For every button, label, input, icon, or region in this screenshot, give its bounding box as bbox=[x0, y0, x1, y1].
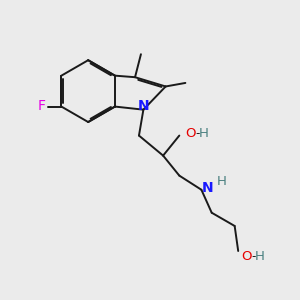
Text: H: H bbox=[254, 250, 264, 263]
Text: -: - bbox=[195, 127, 200, 140]
Text: N: N bbox=[138, 99, 149, 113]
Text: O: O bbox=[185, 127, 196, 140]
Text: O: O bbox=[241, 250, 252, 263]
Text: H: H bbox=[217, 175, 226, 188]
Text: N: N bbox=[202, 181, 213, 195]
Text: F: F bbox=[38, 99, 46, 113]
Text: H: H bbox=[199, 127, 208, 140]
Text: -: - bbox=[251, 250, 256, 263]
